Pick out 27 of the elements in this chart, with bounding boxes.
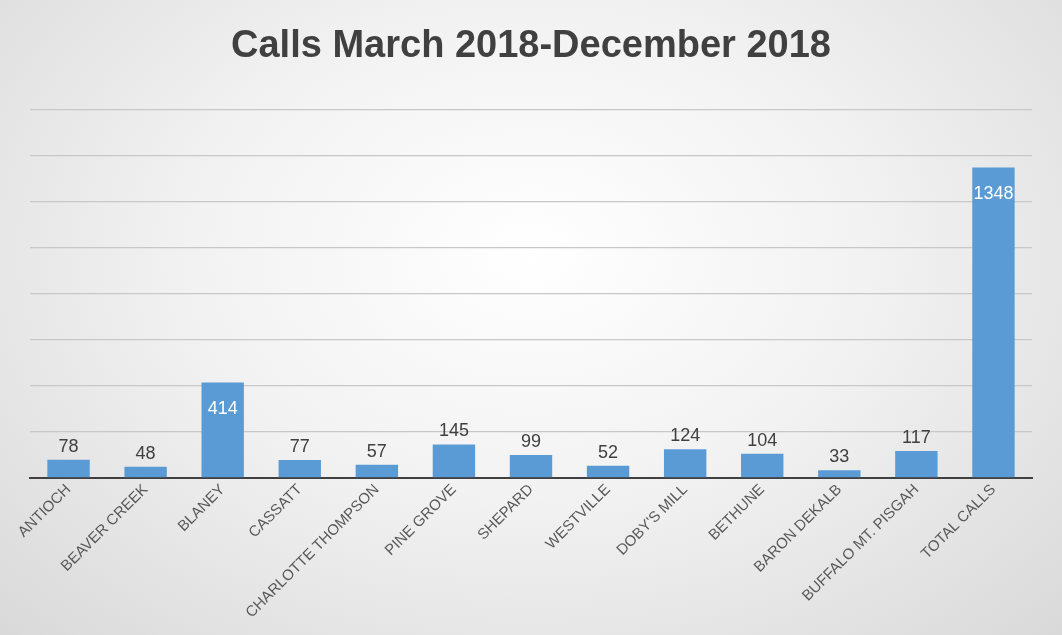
bar (432, 444, 476, 478)
data-label: 99 (520, 430, 542, 451)
chart-title: Calls March 2018-December 2018 (231, 23, 831, 66)
bar (201, 382, 244, 478)
data-label: 57 (366, 440, 387, 461)
data-label: 104 (747, 429, 778, 450)
data-label: 77 (289, 436, 310, 457)
data-label: 48 (135, 442, 156, 463)
bar (663, 449, 707, 478)
data-label: 117 (902, 426, 931, 447)
bar (895, 450, 938, 478)
data-label: 414 (207, 397, 238, 418)
data-label: 33 (829, 446, 850, 467)
bar (741, 453, 784, 478)
bar (818, 470, 861, 478)
data-label: 145 (438, 420, 469, 441)
bar (509, 455, 553, 478)
bar (47, 459, 90, 478)
bar (124, 466, 167, 478)
bar (972, 167, 1015, 478)
data-label: 1348 (973, 182, 1014, 203)
data-label: 52 (598, 441, 619, 462)
data-label: 124 (670, 425, 701, 446)
data-label: 78 (58, 435, 79, 456)
bar (586, 465, 630, 478)
bar (355, 464, 399, 478)
bar (278, 460, 321, 478)
